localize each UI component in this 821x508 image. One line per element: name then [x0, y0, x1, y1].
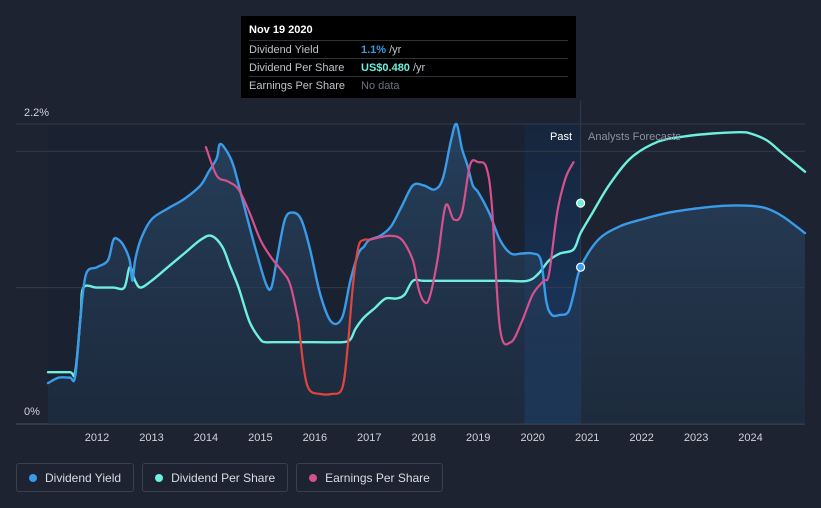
x-tick-label: 2012: [85, 432, 109, 444]
x-tick-label: 2013: [139, 432, 163, 444]
dividend-per-share-line: [46, 131, 807, 378]
x-tick-label: 2014: [194, 432, 218, 444]
tooltip-row-dividend-per-share: Dividend Per Share US$0.480 /yr: [249, 58, 568, 76]
dividend-yield-line: [46, 122, 807, 385]
legend-item-dividend-yield[interactable]: Dividend Yield: [16, 463, 135, 492]
legend-dot-icon: [309, 473, 318, 482]
tooltip-row-dividend-yield: Dividend Yield 1.1% /yr: [249, 40, 568, 58]
tooltip-row-earnings-per-share: Earnings Per Share No data: [249, 76, 568, 94]
x-tick-label: 2018: [412, 432, 436, 444]
end-markers: [575, 198, 586, 272]
legend-label: Earnings Per Share: [325, 470, 430, 485]
tooltip-unit: /yr: [412, 61, 426, 74]
tooltip-label: Dividend Yield: [249, 43, 319, 56]
dividend-per-share-end-marker: [575, 198, 586, 208]
earnings-per-share-line: [368, 159, 575, 346]
tooltip-value: US$0.480: [361, 61, 410, 74]
x-tick-label: 2020: [520, 432, 544, 444]
tooltip-date: Nov 19 2020: [249, 24, 313, 36]
x-tick-label: 2017: [357, 432, 381, 444]
legend-item-dividend-per-share[interactable]: Dividend Per Share: [142, 463, 289, 492]
legend-dot-icon: [155, 473, 164, 482]
dividend-yield-end-marker: [575, 262, 586, 272]
tooltip-value: No data: [361, 79, 400, 92]
tooltip-label: Dividend Per Share: [249, 61, 345, 74]
x-tick-label: 2023: [684, 432, 708, 444]
past-label: Past: [550, 131, 572, 143]
dividend-yield-area: [48, 123, 805, 424]
x-tick-label: 2019: [466, 432, 490, 444]
earnings-per-share-line: [297, 238, 371, 396]
y-axis-top-label: 2.2%: [24, 107, 49, 119]
x-tick-label: 2024: [738, 432, 762, 444]
x-axis-ticks: 2012 2013 2014 2015 2016 2017 2018 2019 2020 2021…: [85, 432, 763, 444]
x-tick-label: 2016: [303, 432, 327, 444]
tooltip-unit: /yr: [389, 43, 402, 56]
legend-label: Dividend Yield: [45, 470, 122, 485]
tooltip-label: Earnings Per Share: [249, 79, 345, 92]
tooltip: Nov 19 2020 Dividend Yield 1.1% /yr Divi…: [241, 16, 576, 98]
legend-item-earnings-per-share[interactable]: Earnings Per Share: [296, 463, 443, 492]
earnings-per-share-line: [204, 146, 300, 323]
legend-dot-icon: [29, 473, 37, 482]
tooltip-value: 1.1%: [361, 43, 387, 56]
legend: Dividend Yield Dividend Per Share Earnin…: [16, 463, 443, 492]
x-tick-label: 2015: [248, 432, 272, 444]
yield-area: [48, 123, 805, 424]
x-tick-label: 2022: [629, 432, 653, 444]
x-tick-label: 2021: [575, 432, 599, 444]
legend-label: Dividend Per Share: [171, 470, 276, 485]
series-lines: [46, 122, 807, 396]
y-axis-bottom-label: 0%: [24, 406, 40, 418]
forecast-label: Analysts Forecasts: [588, 131, 681, 143]
